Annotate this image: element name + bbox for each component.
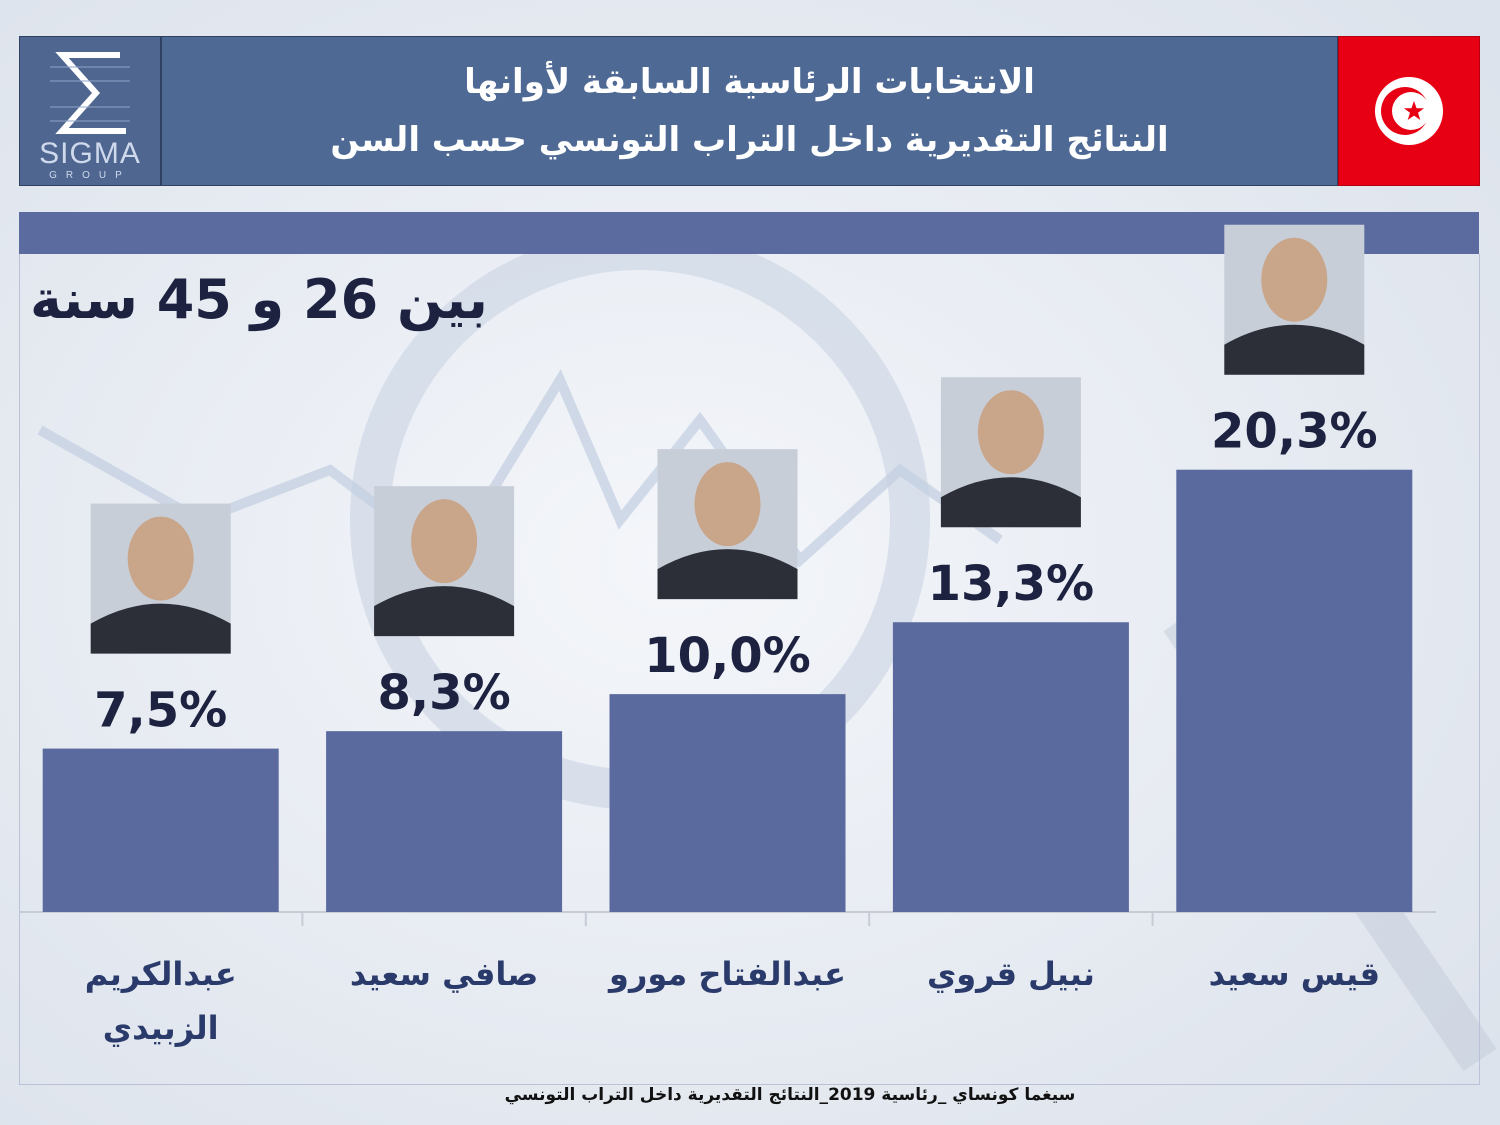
title-line-1: الانتخابات الرئاسية السابقة لأوانها bbox=[464, 62, 1035, 102]
candidate-portrait-icon bbox=[90, 503, 231, 654]
chart-panel bbox=[19, 254, 1480, 1085]
category-label: الزبيدي bbox=[103, 1009, 219, 1047]
candidate-portrait-icon bbox=[657, 449, 798, 600]
bar bbox=[42, 748, 279, 912]
data-label: 7,5% bbox=[94, 683, 227, 739]
data-label: 20,3% bbox=[1211, 404, 1378, 460]
sigma-icon bbox=[50, 52, 130, 134]
data-label: 10,0% bbox=[644, 628, 811, 684]
footer-caption: سيغما كونساي _رئاسية 2019_النتائج التقدي… bbox=[504, 1085, 1076, 1105]
candidate-portrait-icon bbox=[374, 486, 515, 637]
category-label: صافي سعيد bbox=[350, 955, 538, 993]
chart-subtitle: بين 26 و 45 سنة bbox=[30, 268, 488, 331]
bar bbox=[326, 731, 563, 912]
data-label: 8,3% bbox=[378, 665, 511, 721]
title-line-2: النتائج التقديرية داخل التراب التونسي حس… bbox=[330, 120, 1169, 160]
category-label: قيس سعيد bbox=[1209, 955, 1380, 993]
category-label: عبدالكريم bbox=[85, 955, 237, 993]
bar bbox=[892, 622, 1129, 912]
candidate-portrait-icon bbox=[940, 377, 1081, 528]
category-label: عبدالفتاح مورو bbox=[607, 955, 846, 993]
flag-emblem-icon bbox=[1375, 77, 1443, 145]
bar bbox=[609, 694, 846, 912]
bar bbox=[1176, 469, 1413, 912]
data-label: 13,3% bbox=[928, 556, 1095, 612]
tunisia-flag bbox=[1338, 36, 1480, 186]
logo-text: SIGMA bbox=[39, 137, 141, 170]
page-title: الانتخابات الرئاسية السابقة لأوانها النت… bbox=[161, 36, 1338, 186]
category-label: نبيل قروي bbox=[927, 955, 1095, 993]
logo-subtext: GROUP bbox=[49, 170, 131, 181]
sigma-logo: SIGMA GROUP bbox=[19, 36, 161, 186]
candidate-portrait-icon bbox=[1224, 224, 1365, 375]
